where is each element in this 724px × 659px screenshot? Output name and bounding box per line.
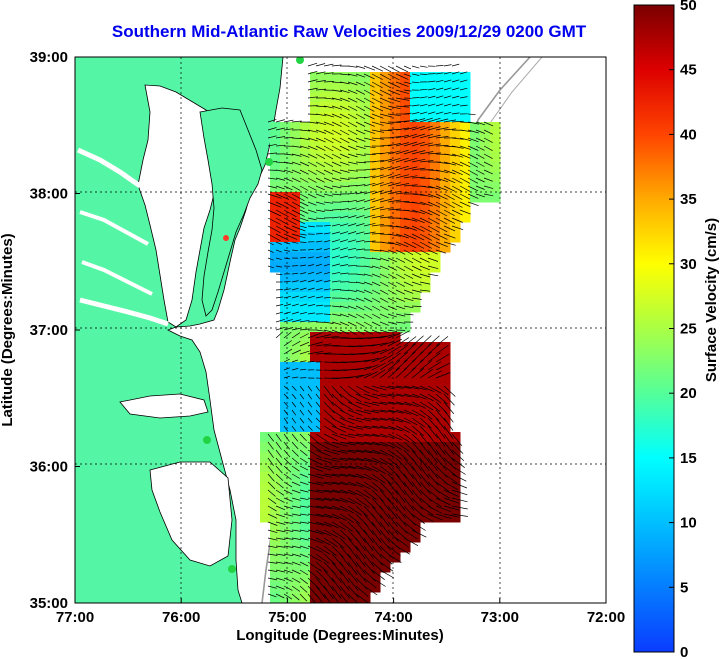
x-tick-label: 77:00	[56, 609, 94, 626]
x-tick-label: 76:00	[162, 609, 200, 626]
colorbar-tick-label: 15	[680, 450, 697, 467]
y-tick-label: 38:00	[30, 186, 68, 203]
station-marker-highlight	[223, 235, 229, 241]
station-marker	[296, 57, 304, 64]
colorbar-tick-label: 5	[680, 579, 688, 596]
x-axis: 77:00 76:00 75:00 74:00 73:00 72:00	[56, 598, 625, 626]
station-marker	[265, 158, 273, 166]
chesapeake-bay	[137, 84, 223, 328]
station-marker	[228, 565, 236, 573]
colorbar	[633, 4, 675, 653]
colorbar-label: Surface Velocity (cm/s)	[703, 218, 720, 382]
river-york	[81, 260, 153, 296]
colorbar-tick-label: 35	[680, 191, 697, 208]
colorbar-tick-label: 20	[680, 385, 697, 402]
colorbar-tick-label: 40	[680, 126, 697, 143]
y-tick-label: 36:00	[30, 459, 68, 476]
pamlico-sound	[149, 461, 233, 567]
x-axis-label: Longitude (Degrees:Minutes)	[236, 627, 444, 644]
colorbar-tick-label: 45	[680, 62, 697, 79]
river-rappahannock	[79, 210, 149, 246]
y-tick-label: 35:00	[30, 595, 68, 612]
colorbar-tick-label: 50	[680, 0, 697, 14]
x-tick-label: 75:00	[268, 609, 306, 626]
map-title: Southern Mid-Atlantic Raw Velocities 200…	[111, 22, 587, 41]
x-tick-label: 74:00	[374, 609, 412, 626]
velocity-vectors	[267, 62, 494, 603]
station-marker	[203, 436, 211, 444]
colorbar-tick-label: 10	[680, 515, 697, 532]
albemarle-sound	[119, 393, 209, 419]
river-potomac	[76, 147, 142, 189]
river-james	[79, 297, 169, 327]
x-tick-label: 73:00	[481, 609, 519, 626]
x-tick-label: 72:00	[587, 609, 625, 626]
y-axis: 39:00 38:00 37:00 36:00 35:00	[30, 49, 80, 612]
y-tick-label: 39:00	[30, 49, 68, 66]
y-tick-label: 37:00	[30, 322, 68, 339]
y-axis-label: Latitude (Degrees:Minutes)	[0, 233, 16, 426]
colorbar-tick-label: 0	[680, 644, 688, 659]
colorbar-tick-label: 25	[680, 321, 697, 338]
colorbar-tick-label: 30	[680, 256, 697, 273]
grid-lines	[75, 57, 606, 603]
eastern-shore	[199, 107, 263, 317]
